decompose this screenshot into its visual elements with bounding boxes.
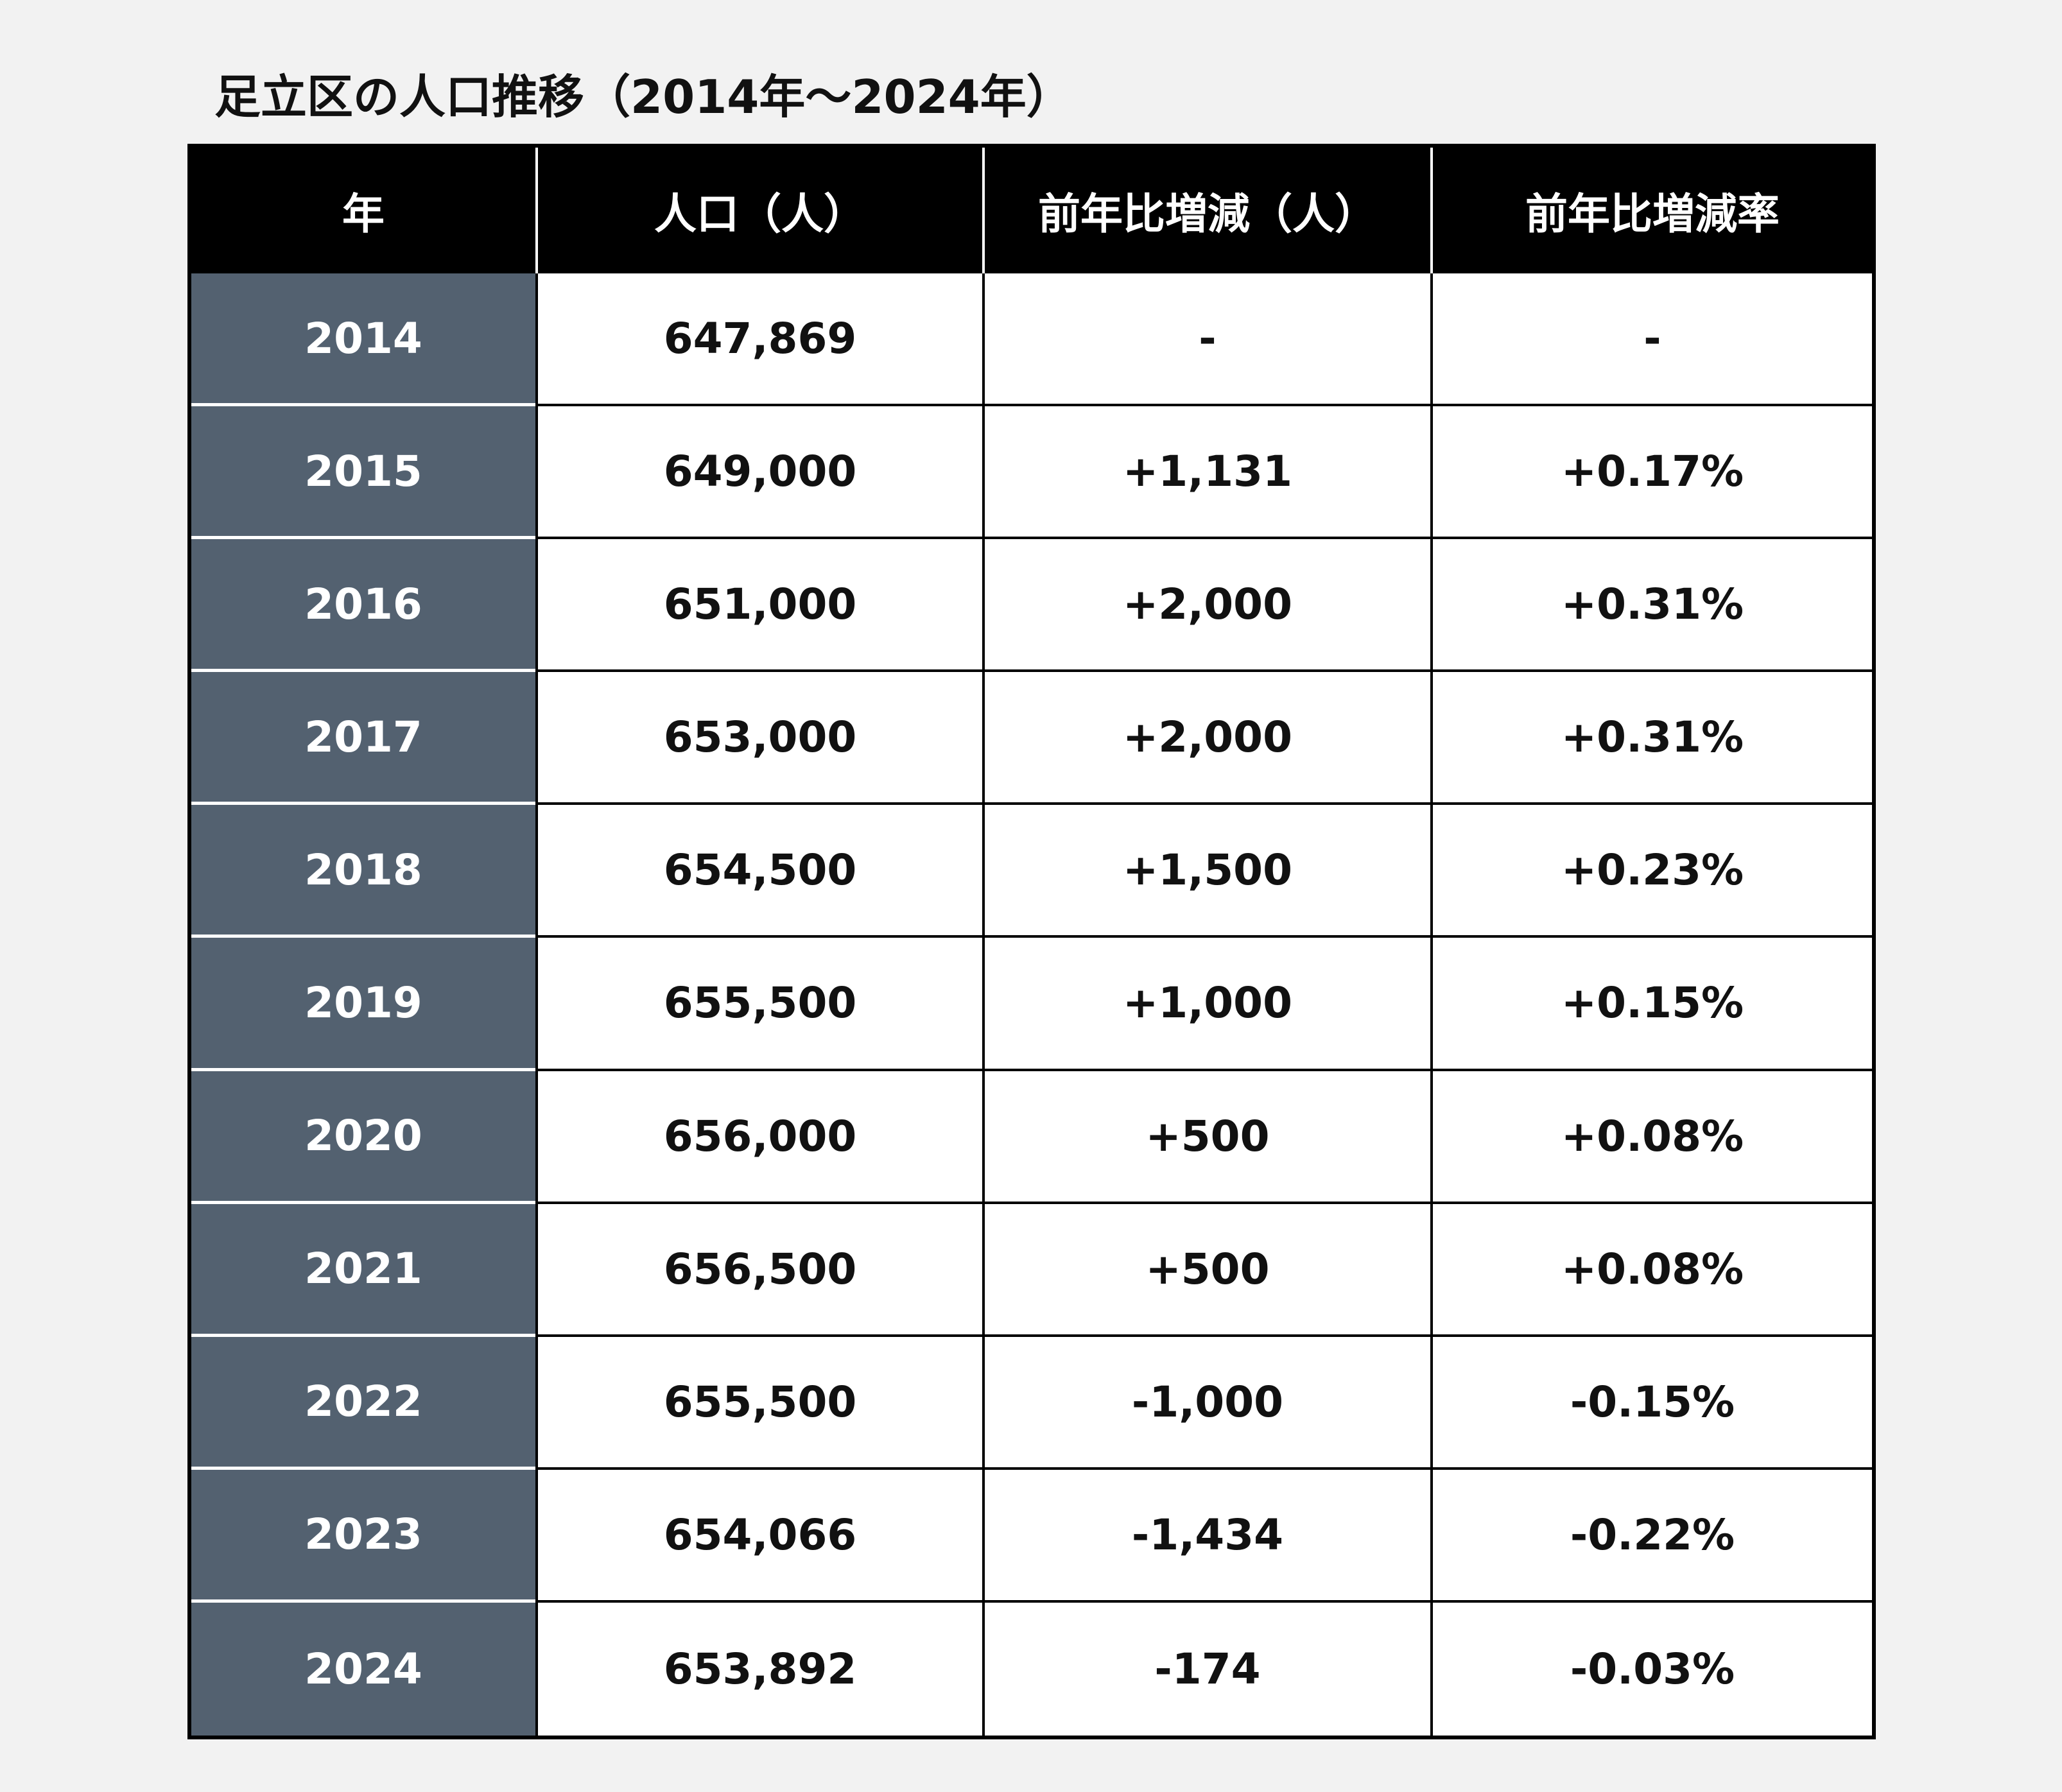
- population-cell: 653,000: [535, 672, 982, 806]
- year-cell: 2019: [191, 938, 535, 1071]
- population-cell: 647,869: [535, 273, 982, 407]
- population-cell: 655,500: [535, 938, 982, 1071]
- rate-cell: -0.03%: [1430, 1602, 1872, 1736]
- change-cell: -1,000: [982, 1336, 1430, 1470]
- rate-cell: +0.23%: [1430, 805, 1872, 938]
- table-title: 足立区の人口推移（2014年〜2024年）: [214, 70, 1073, 124]
- population-cell: 656,500: [535, 1203, 982, 1337]
- rate-cell: +0.15%: [1430, 938, 1872, 1071]
- year-cell: 2016: [191, 539, 535, 673]
- rate-cell: -0.22%: [1430, 1469, 1872, 1603]
- year-cell: 2020: [191, 1071, 535, 1204]
- change-cell: +2,000: [982, 672, 1430, 806]
- population-cell: 653,892: [535, 1602, 982, 1736]
- year-cell: 2018: [191, 805, 535, 938]
- column-header-population: 人口（人）: [535, 148, 982, 273]
- rate-cell: +0.31%: [1430, 539, 1872, 673]
- population-table: 年 人口（人） 前年比増減（人） 前年比増減率 2014 647,869- -201…: [187, 144, 1876, 1739]
- population-cell: 654,066: [535, 1469, 982, 1603]
- population-cell: 654,500: [535, 805, 982, 938]
- change-cell: -: [982, 273, 1430, 407]
- population-cell: 655,500: [535, 1336, 982, 1470]
- rate-cell: +0.31%: [1430, 672, 1872, 806]
- column-header-year: 年: [191, 148, 535, 273]
- change-cell: -174: [982, 1602, 1430, 1736]
- population-cell: 651,000: [535, 539, 982, 673]
- column-header-rate: 前年比増減率: [1430, 148, 1872, 273]
- change-cell: +500: [982, 1071, 1430, 1204]
- year-cell: 2017: [191, 672, 535, 806]
- rate-cell: +0.17%: [1430, 406, 1872, 540]
- year-cell: 2024: [191, 1602, 535, 1736]
- year-cell: 2022: [191, 1336, 535, 1470]
- population-cell: 656,000: [535, 1071, 982, 1204]
- change-cell: +1,131: [982, 406, 1430, 540]
- population-cell: 649,000: [535, 406, 982, 540]
- change-cell: +2,000: [982, 539, 1430, 673]
- year-cell: 2015: [191, 406, 535, 540]
- rate-cell: -0.15%: [1430, 1336, 1872, 1470]
- change-cell: +500: [982, 1203, 1430, 1337]
- rate-cell: -: [1430, 273, 1872, 407]
- change-cell: +1,000: [982, 938, 1430, 1071]
- year-cell: 2021: [191, 1203, 535, 1337]
- rate-cell: +0.08%: [1430, 1203, 1872, 1337]
- change-cell: +1,500: [982, 805, 1430, 938]
- year-cell: 2023: [191, 1469, 535, 1603]
- change-cell: -1,434: [982, 1469, 1430, 1603]
- column-header-change: 前年比増減（人）: [982, 148, 1430, 273]
- rate-cell: +0.08%: [1430, 1071, 1872, 1204]
- year-cell: 2014: [191, 273, 535, 407]
